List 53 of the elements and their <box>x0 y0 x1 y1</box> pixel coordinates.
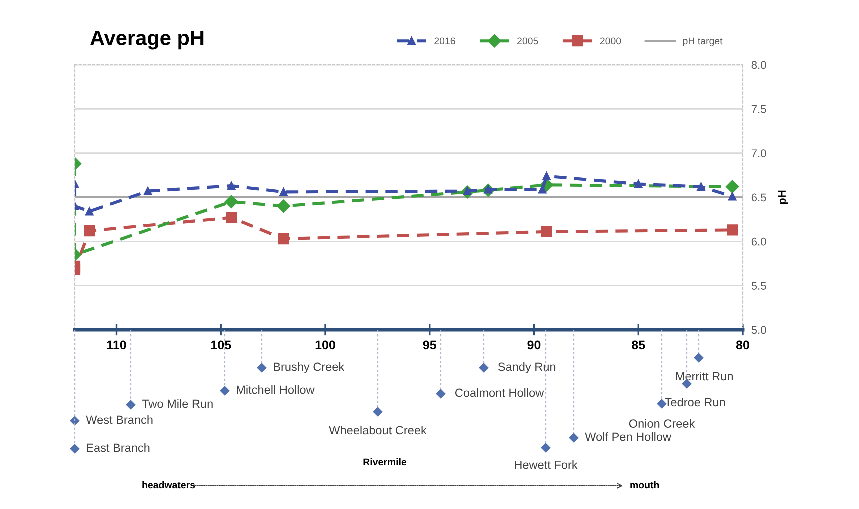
legend-label: 2016 <box>434 38 456 45</box>
y-tick-label: 5.0 <box>752 326 766 334</box>
x-tick-label: 100 <box>316 340 336 350</box>
point <box>226 212 238 224</box>
text: Onion Creek <box>629 419 696 428</box>
y-tick-label: 8.0 <box>752 61 766 70</box>
point <box>224 195 238 209</box>
text: Tedroe Run <box>665 398 726 407</box>
point <box>726 180 740 194</box>
y-tick-label: 6.0 <box>752 238 766 246</box>
point <box>697 182 706 192</box>
point <box>227 182 236 190</box>
text: Sandy Run <box>498 362 556 374</box>
x-tick-label: 90 <box>528 340 541 350</box>
text: Two Mile Run <box>142 399 213 408</box>
point <box>728 192 737 201</box>
point <box>278 233 290 245</box>
text: West Branch <box>86 415 153 424</box>
y-axis-title: pH <box>778 190 788 204</box>
point <box>634 180 643 188</box>
text: Merritt Run <box>676 372 733 381</box>
x-tick-label: 105 <box>211 340 232 350</box>
text: Coalmont Hollow <box>455 388 544 398</box>
y-tick-label: 5.5 <box>752 282 766 290</box>
point <box>85 207 94 216</box>
point <box>542 172 551 180</box>
legend-label: pH target <box>683 38 723 47</box>
legend-label: 2005 <box>518 38 538 45</box>
chart-title: Average pH <box>90 30 204 50</box>
y-tick-label: 7.5 <box>752 106 766 114</box>
text: Rivermile <box>364 458 407 466</box>
x-tick-label: 80 <box>736 340 750 350</box>
text: Mitchell Hollow <box>237 385 315 394</box>
text: Wolf Pen Hollow <box>585 432 672 442</box>
point <box>280 188 288 196</box>
point <box>277 200 290 213</box>
y-tick-label: 7.0 <box>752 150 766 158</box>
text: Brushy Creek <box>274 362 345 374</box>
point <box>541 226 552 238</box>
y-tick-label: 6.5 <box>752 194 766 202</box>
x-tick-label: 85 <box>632 340 646 350</box>
point <box>84 226 96 237</box>
text: headwaters <box>142 481 196 489</box>
point <box>538 185 547 194</box>
legend-label: 2000 <box>600 38 622 45</box>
point <box>144 187 152 196</box>
text: East Branch <box>87 443 150 452</box>
x-tick-label: 110 <box>107 340 126 350</box>
text: mouth <box>630 481 660 489</box>
x-tick-label: 95 <box>423 340 436 350</box>
text: Hewett Fork <box>515 460 578 470</box>
text: Wheelabout Creek <box>329 426 427 435</box>
point <box>727 224 738 236</box>
